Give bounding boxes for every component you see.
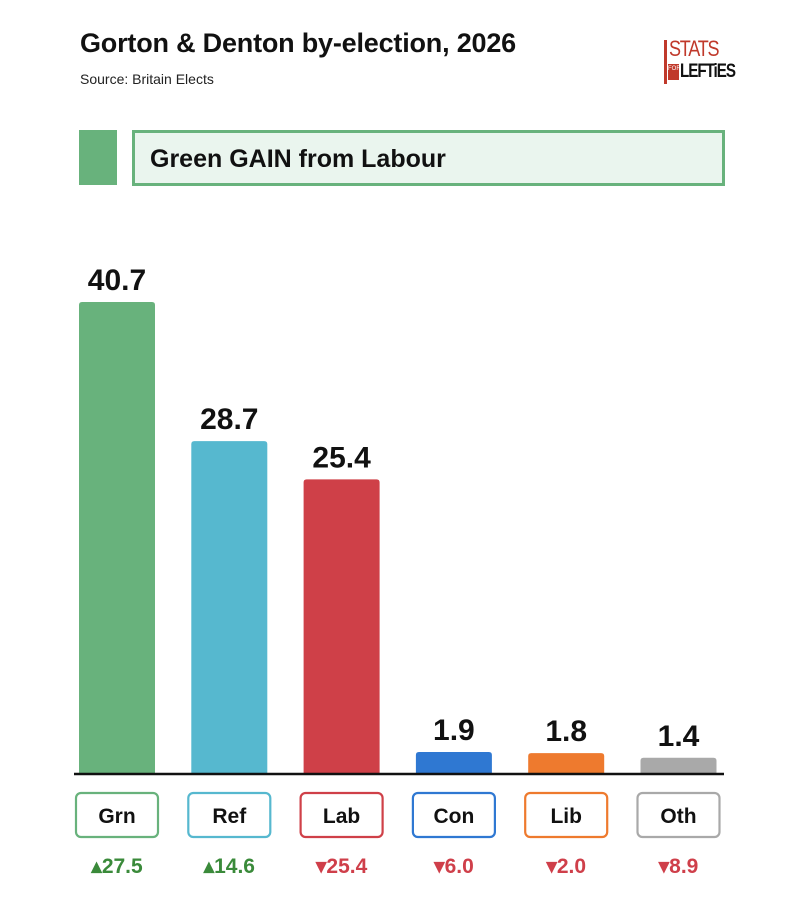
category-box-con [411, 791, 496, 839]
bar-lib [528, 753, 605, 774]
value-label-con: 1.9 [433, 714, 475, 747]
logo-bottom-text: LEFTiES [680, 61, 736, 82]
bar-grn [79, 302, 155, 774]
logo-top-text: STATS [669, 36, 720, 61]
value-label-grn: 40.7 [88, 264, 146, 297]
tick-label-oth: Oth [660, 805, 696, 828]
bar-oth [640, 757, 717, 774]
value-label-lab: 25.4 [312, 441, 371, 474]
change-label-grn: ▴27.5 [90, 855, 143, 878]
bar-con [415, 751, 492, 774]
category-box-lib [524, 791, 609, 839]
value-label-oth: 1.4 [658, 720, 700, 753]
category-box-grn [74, 791, 160, 839]
banner-color-swatch [79, 130, 117, 185]
value-label-lib: 1.8 [545, 715, 587, 748]
tick-label-ref: Ref [212, 805, 247, 828]
chart-title: Gorton & Denton by-election, 2026 [80, 28, 516, 58]
stats-for-lefties-logo: STATS FOR LEFTiES [664, 36, 736, 86]
bar-lab [303, 479, 380, 774]
result-banner: Green GAIN from Labour [132, 130, 725, 186]
change-label-con: ▾6.0 [433, 855, 474, 878]
tick-label-lab: Lab [323, 805, 360, 828]
tick-label-lib: Lib [550, 805, 582, 828]
bar-ref [191, 441, 268, 774]
logo-for-text: FOR [668, 64, 681, 80]
source-note: Source: Britain Elects [80, 71, 214, 87]
logo-bar [664, 40, 667, 84]
category-box-oth [636, 791, 721, 839]
category-box-lab [299, 791, 384, 839]
result-banner-text: Green GAIN from Labour [150, 145, 446, 173]
tick-label-con: Con [433, 805, 474, 828]
change-label-oth: ▾8.9 [658, 855, 699, 878]
change-label-lab: ▾25.4 [315, 855, 368, 878]
change-label-ref: ▴14.6 [203, 855, 255, 878]
tick-label-grn: Grn [98, 805, 135, 828]
change-label-lib: ▾2.0 [545, 855, 586, 878]
category-box-ref [187, 791, 272, 839]
value-label-ref: 28.7 [200, 403, 258, 436]
